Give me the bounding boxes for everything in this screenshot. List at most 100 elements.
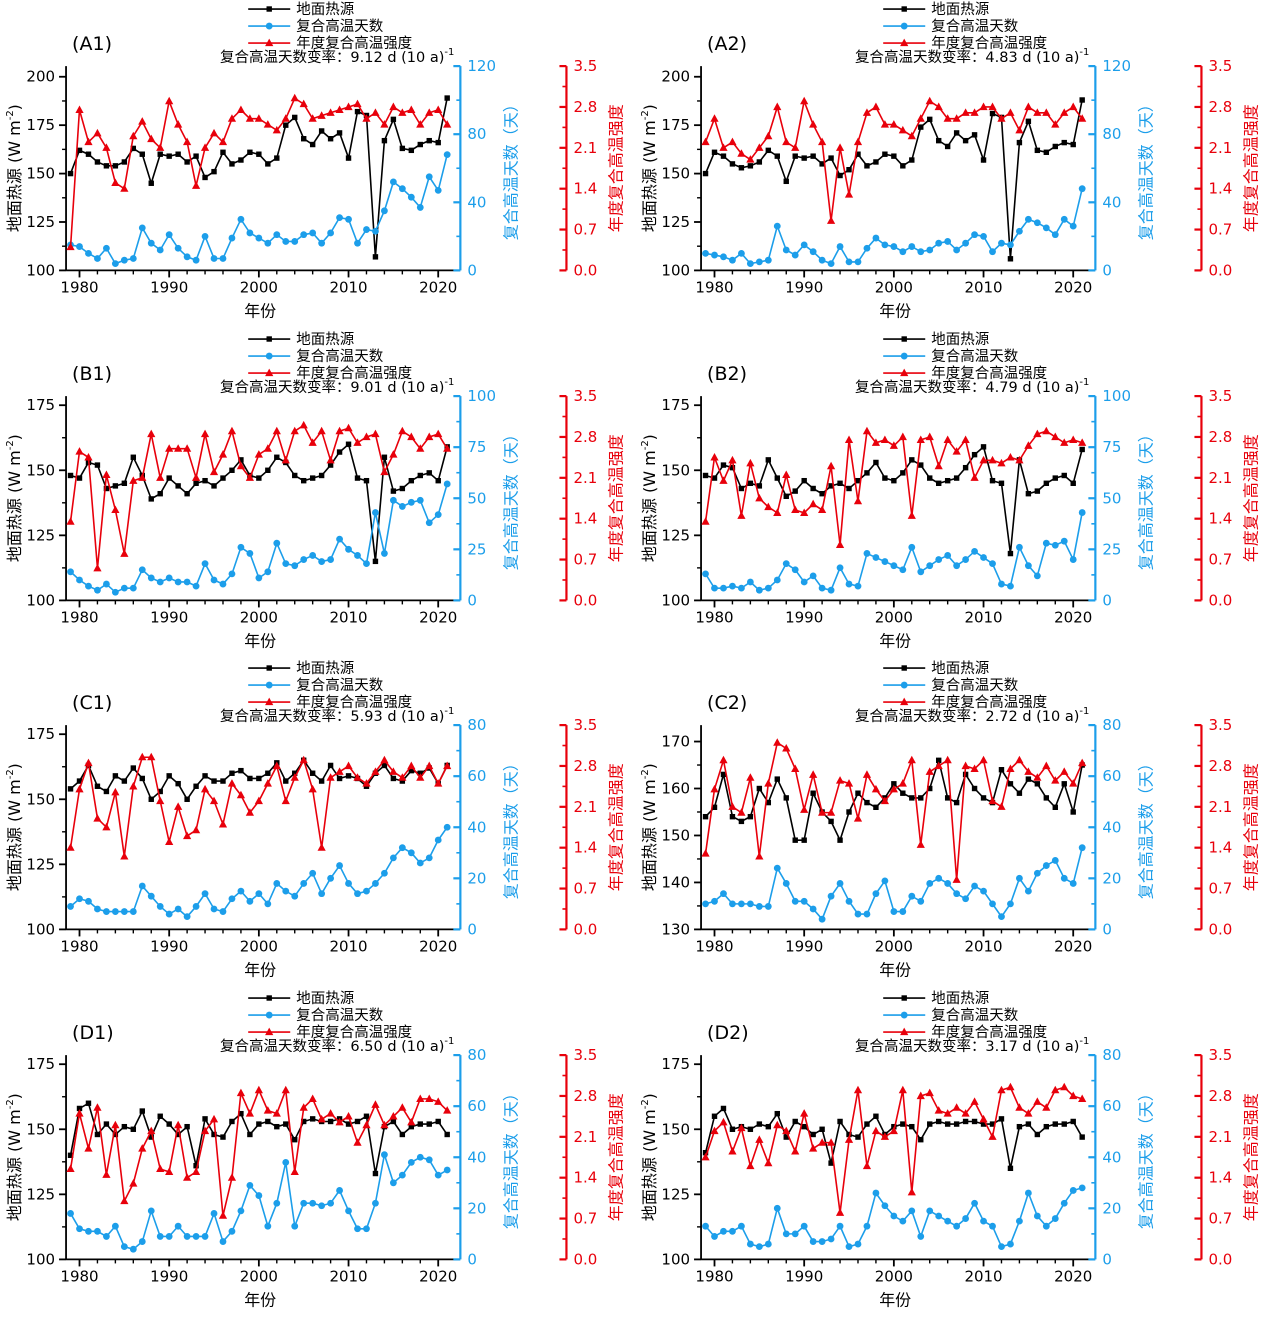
days-point bbox=[398, 185, 406, 193]
intensity-point bbox=[200, 143, 210, 151]
days-point bbox=[165, 231, 173, 239]
intensity-point bbox=[808, 499, 817, 507]
heat-source-point bbox=[738, 818, 744, 825]
days-point bbox=[309, 229, 317, 237]
days-point bbox=[1051, 857, 1059, 864]
legend-circle-icon bbox=[900, 352, 908, 359]
left-axis-tick: 100 bbox=[661, 1250, 690, 1268]
days-point bbox=[264, 567, 272, 575]
days-point bbox=[354, 890, 361, 898]
days-point bbox=[76, 1224, 83, 1232]
days-point bbox=[809, 248, 817, 256]
heat-source-line bbox=[69, 1101, 448, 1174]
intensity-point bbox=[871, 784, 880, 793]
heat-source-point bbox=[390, 116, 397, 123]
intensity-axis: 0.0 0.7 1.4 2.1 2.8 3.5 年度复合高温强度 bbox=[1193, 57, 1260, 279]
days-point bbox=[925, 561, 933, 569]
legend-label-days: 复合高温天数 bbox=[931, 676, 1018, 694]
x-axis-tick: 2020 bbox=[1054, 278, 1092, 296]
left-axis-tick: 100 bbox=[661, 591, 690, 609]
x-axis-tick: 2010 bbox=[964, 278, 1002, 296]
heat-source-point bbox=[112, 773, 119, 779]
heat-source-point bbox=[908, 456, 914, 463]
days-point bbox=[952, 1222, 960, 1230]
days-point bbox=[336, 1186, 343, 1194]
panel-D1: (D1) 地面热源 复合高温天数 年度复合高温强度 复合高温天数变率：6.50 d (1… bbox=[0, 989, 635, 1318]
heat-source-point bbox=[292, 472, 298, 478]
intensity-point bbox=[209, 796, 219, 805]
days-point bbox=[907, 892, 915, 900]
intensity-point bbox=[718, 755, 728, 764]
heat-source-point bbox=[818, 1126, 825, 1132]
heat-source-point bbox=[711, 149, 717, 155]
heat-source-point bbox=[354, 474, 361, 481]
legend-square-icon bbox=[266, 6, 272, 12]
legend-square-icon bbox=[901, 665, 907, 671]
intensity-point bbox=[916, 434, 925, 443]
intensity-point bbox=[1014, 455, 1024, 463]
heat-source-point bbox=[229, 1118, 235, 1124]
intensity-axis-tick: 0.0 bbox=[573, 591, 597, 609]
days-point bbox=[111, 908, 119, 915]
legend-triangle-icon bbox=[265, 697, 274, 706]
trend-annotation: 复合高温天数变率：6.50 d (10 a)-1 bbox=[220, 1036, 454, 1055]
intensity-point bbox=[389, 102, 398, 111]
intensity-point bbox=[889, 784, 898, 793]
heat-source-point bbox=[926, 785, 932, 792]
trend-annotation: 复合高温天数变率：2.72 d (10 a)-1 bbox=[854, 706, 1088, 725]
intensity-point bbox=[754, 143, 763, 151]
days-point bbox=[836, 880, 843, 887]
heat-source-point bbox=[774, 776, 780, 782]
intensity-point bbox=[781, 744, 790, 752]
days-point bbox=[979, 887, 987, 895]
intensity-point bbox=[389, 449, 398, 458]
intensity-point bbox=[299, 420, 308, 428]
intensity-point bbox=[916, 114, 925, 122]
intensity-point bbox=[371, 429, 380, 437]
heat-source-point bbox=[1034, 147, 1040, 154]
intensity-point bbox=[236, 1088, 246, 1096]
days-point bbox=[363, 226, 370, 233]
days-point bbox=[434, 186, 442, 194]
intensity-point bbox=[165, 443, 174, 452]
intensity-point bbox=[326, 1108, 335, 1117]
legend-square-icon bbox=[266, 335, 272, 342]
days-point bbox=[264, 239, 272, 247]
intensity-point bbox=[727, 137, 737, 146]
series-days bbox=[701, 185, 1086, 268]
heat-source-point bbox=[756, 159, 762, 165]
heat-source-point bbox=[908, 795, 914, 801]
days-point bbox=[273, 880, 281, 887]
intensity-point bbox=[745, 1161, 754, 1169]
intensity-axis-tick: 1.4 bbox=[573, 839, 597, 857]
intensity-point bbox=[335, 426, 344, 434]
heat-source-point bbox=[971, 1118, 977, 1124]
days-axis-tick: 100 bbox=[467, 387, 496, 405]
heat-source-point bbox=[426, 469, 432, 476]
heat-source-point bbox=[854, 1133, 861, 1140]
heat-source-point bbox=[274, 1123, 280, 1129]
intensity-axis-tick: 1.4 bbox=[573, 180, 597, 198]
days-axis-tick: 20 bbox=[1102, 1199, 1121, 1217]
days-point bbox=[907, 243, 915, 250]
intensity-point bbox=[434, 779, 443, 787]
days-point bbox=[291, 238, 299, 245]
heat-source-point bbox=[202, 1115, 208, 1122]
intensity-point bbox=[111, 178, 120, 186]
intensity-point bbox=[817, 505, 826, 513]
days-point bbox=[165, 1232, 173, 1240]
intensity-point bbox=[66, 843, 75, 851]
intensity-point bbox=[727, 455, 737, 463]
days-point bbox=[1042, 224, 1050, 232]
days-point bbox=[228, 569, 236, 577]
days-point bbox=[138, 224, 146, 232]
heat-source-point bbox=[238, 767, 244, 774]
intensity-point bbox=[425, 761, 434, 770]
days-point bbox=[255, 1191, 263, 1199]
intensity-point bbox=[200, 429, 210, 437]
days-point bbox=[309, 869, 317, 877]
days-point bbox=[934, 239, 942, 247]
x-axis-tick: 2000 bbox=[874, 608, 912, 626]
intensity-point bbox=[183, 1172, 192, 1181]
heat-source-point bbox=[890, 781, 897, 787]
